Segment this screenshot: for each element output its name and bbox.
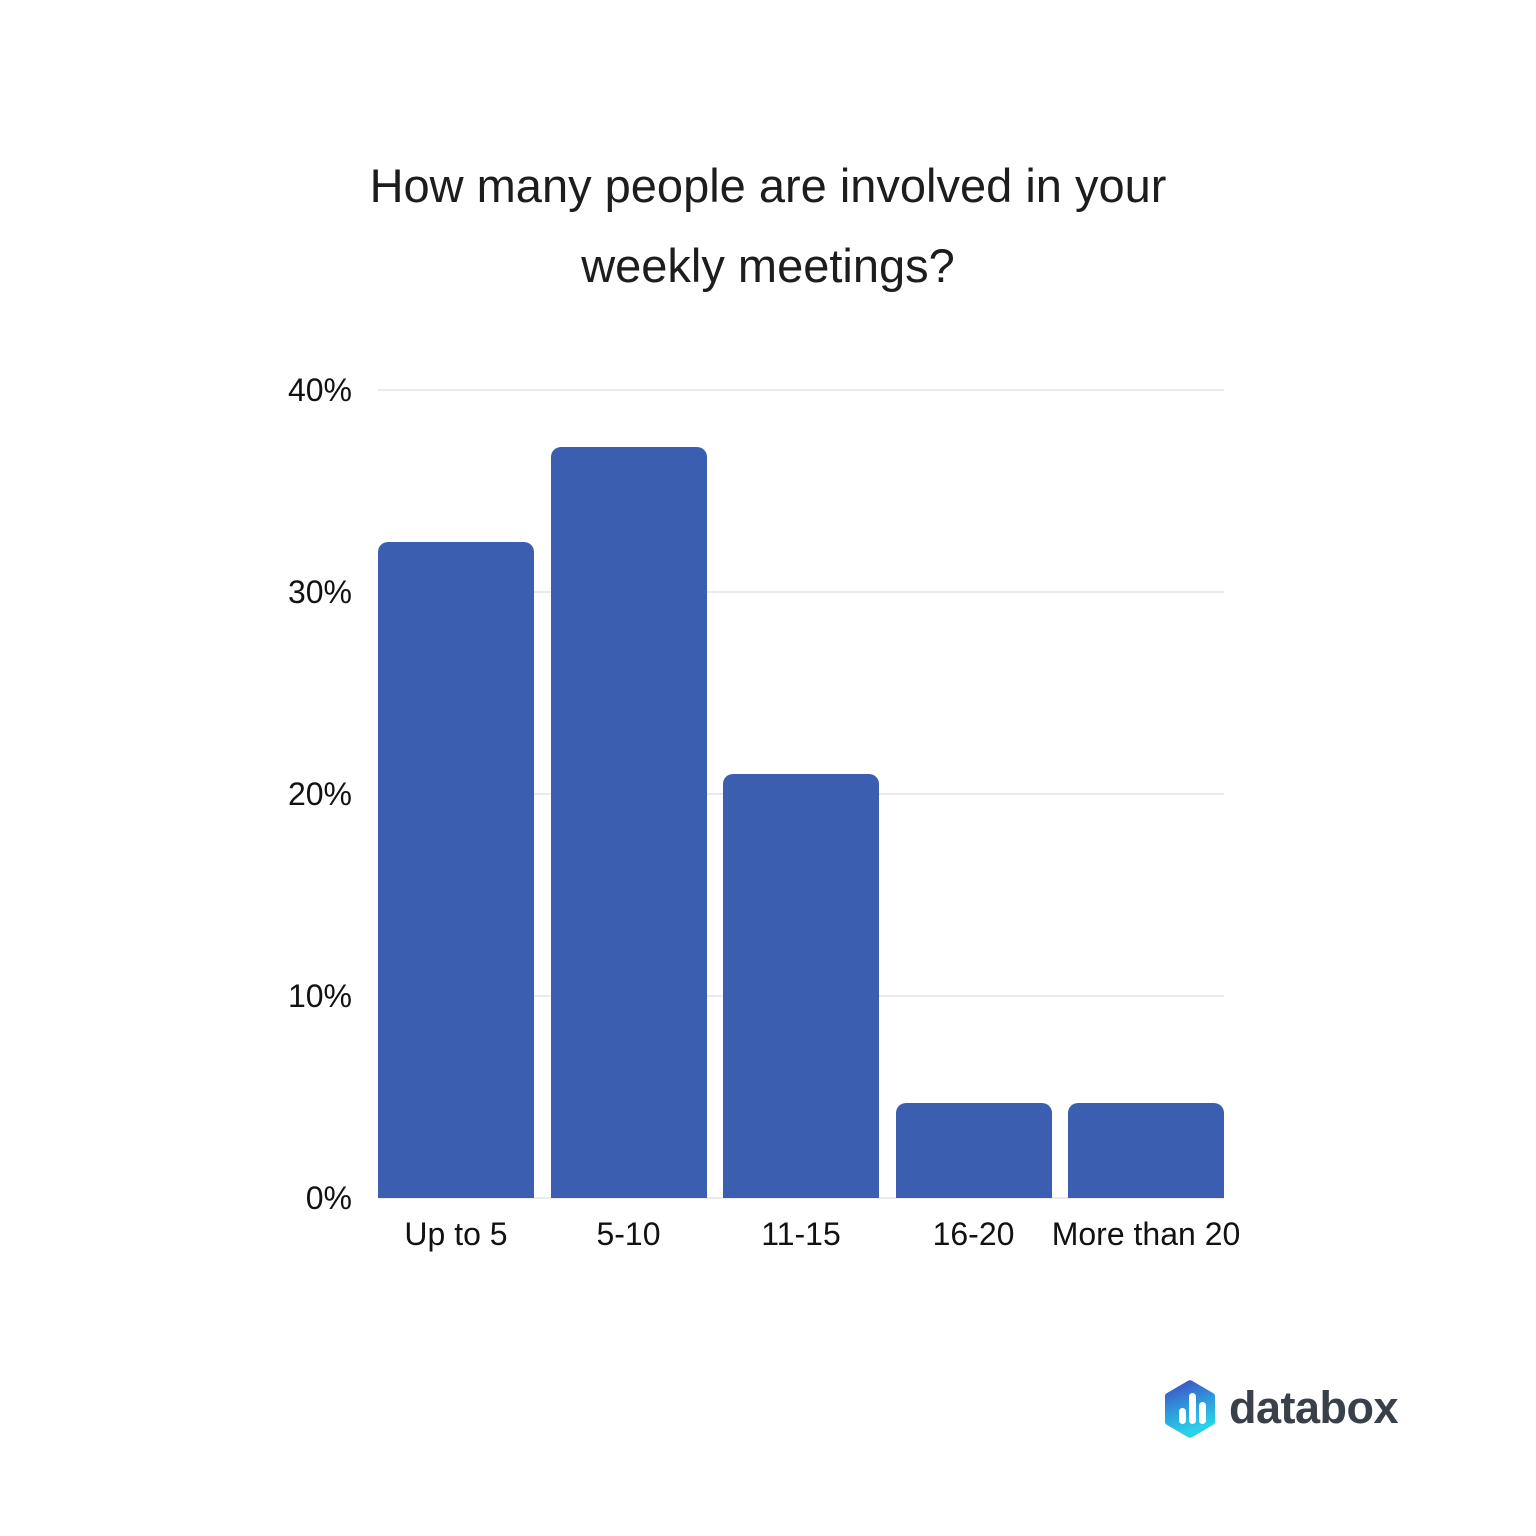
chart-title-line1: How many people are involved in your	[369, 159, 1167, 212]
gridline-40%	[378, 389, 1224, 391]
logo-bar-short-icon	[1179, 1408, 1186, 1424]
y-axis-tick-label: 40%	[287, 372, 352, 408]
x-axis-category-label: Up to 5	[404, 1216, 508, 1252]
databox-logo: databox	[1165, 1380, 1399, 1438]
bar-16-20	[895, 1103, 1052, 1198]
bar-11-15	[723, 773, 879, 1198]
logo-bar-tall-icon	[1189, 1393, 1196, 1424]
bar-up-to-5	[378, 541, 534, 1198]
x-axis-category-label: 5-10	[596, 1216, 661, 1252]
gridline-0%	[378, 1197, 1224, 1199]
bar-chart-plot-area: 40% 30% 20% 10% 0% Up to 5 5-10 11-15 16-20 More …	[288, 374, 1240, 1250]
y-axis-tick-label: 0%	[305, 1180, 352, 1216]
gridline-30%	[378, 591, 1224, 593]
y-axis-tick-label: 20%	[287, 776, 352, 812]
x-axis-category-label: More than 20	[1051, 1216, 1241, 1252]
bar-more-than-20	[1068, 1103, 1224, 1198]
y-axis-tick-label: 10%	[287, 978, 352, 1014]
x-axis-category-label: 16-20	[932, 1216, 1015, 1252]
x-axis-category-label: 11-15	[761, 1216, 841, 1252]
chart-title-line2: weekly meetings?	[581, 239, 955, 292]
chart-title: How many people are involved in your wee…	[0, 146, 1536, 306]
bar-5-10	[550, 446, 707, 1198]
y-axis-tick-label: 30%	[287, 574, 352, 610]
logo-bar-medium-icon	[1199, 1402, 1206, 1424]
databox-logo-text: databox	[1229, 1381, 1399, 1433]
databox-logo-icon	[1165, 1380, 1215, 1438]
